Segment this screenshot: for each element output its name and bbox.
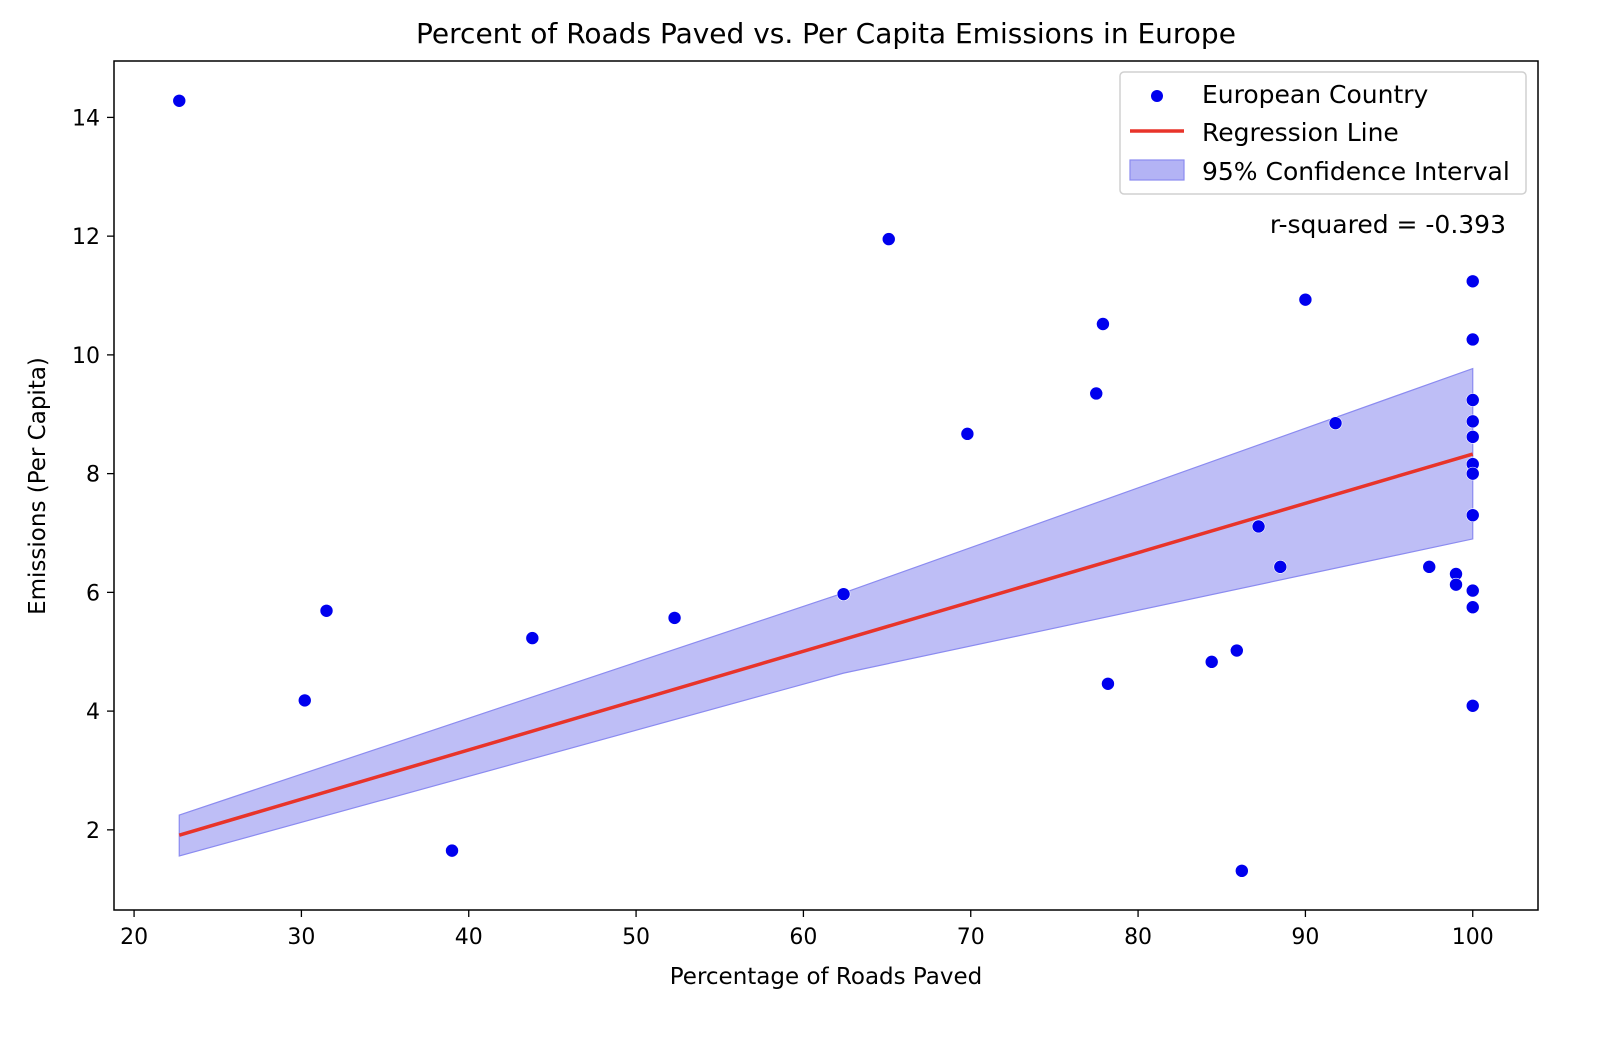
- legend-box: [1119, 71, 1527, 195]
- y-tick-label-2: 2: [86, 819, 100, 844]
- y-tick-label-14: 14: [72, 106, 100, 131]
- data-point-16: [1251, 519, 1266, 534]
- data-point-17: [1273, 560, 1288, 574]
- data-point-12: [1101, 676, 1115, 691]
- data-point-18: [1298, 292, 1313, 307]
- legend: European Country Regression Line 95% Con…: [1119, 71, 1527, 195]
- legend-label-regression: Regression Line: [1202, 118, 1399, 147]
- data-point-11: [1096, 317, 1110, 331]
- x-tick-label-40: 40: [455, 925, 483, 950]
- data-point-23: [1465, 274, 1480, 289]
- x-tick-label-20: 20: [120, 925, 148, 950]
- data-point-22: [1449, 577, 1463, 592]
- data-point-33: [1465, 698, 1480, 713]
- scatter-points-layer: [172, 93, 1480, 878]
- legend-label-country: European Country: [1202, 80, 1429, 109]
- x-tick-label-50: 50: [622, 925, 650, 950]
- data-point-3: [319, 603, 334, 618]
- x-axis-ticks: 20 30 40 50 60 70 80 90 100: [120, 910, 1494, 950]
- x-tick-label-70: 70: [957, 925, 985, 950]
- data-point-24: [1465, 332, 1480, 347]
- regression-line-layer: [178, 452, 1474, 837]
- data-point-19: [1328, 416, 1343, 430]
- data-point-10: [1089, 386, 1104, 401]
- data-point-29: [1465, 466, 1480, 481]
- data-point-31: [1465, 583, 1480, 598]
- legend-marker-point: [1151, 90, 1163, 102]
- data-point-13: [1204, 655, 1219, 669]
- y-axis-ticks: 2 4 6 8 10 12 14: [72, 106, 114, 844]
- legend-marker-band: [1129, 159, 1185, 181]
- data-point-5: [525, 631, 540, 645]
- data-point-8: [881, 232, 896, 246]
- x-tick-label-60: 60: [789, 925, 817, 950]
- data-point-7: [836, 587, 851, 601]
- y-axis-label: Emissions (Per Capita): [25, 357, 51, 615]
- data-point-26: [1465, 414, 1480, 429]
- data-point-32: [1465, 600, 1480, 615]
- data-point-6: [667, 611, 682, 625]
- y-tick-label-8: 8: [86, 463, 100, 488]
- chart-title: Percent of Roads Paved vs. Per Capita Em…: [416, 17, 1236, 50]
- data-point-25: [1465, 393, 1480, 407]
- y-tick-label-6: 6: [86, 581, 100, 606]
- y-tick-label-12: 12: [72, 225, 100, 250]
- x-axis-label: Percentage of Roads Paved: [670, 964, 982, 990]
- data-point-27: [1465, 430, 1480, 444]
- x-tick-label-30: 30: [287, 925, 315, 950]
- regression-line: [178, 452, 1474, 837]
- x-tick-label-80: 80: [1124, 925, 1152, 950]
- y-tick-label-10: 10: [72, 344, 100, 369]
- data-point-1: [172, 93, 187, 108]
- legend-label-band: 95% Confidence Interval: [1202, 157, 1510, 186]
- r-squared-annotation: r-squared = -0.393: [1270, 210, 1506, 239]
- data-point-2: [297, 693, 312, 708]
- x-tick-label-100: 100: [1452, 925, 1494, 950]
- data-point-15: [1235, 864, 1249, 878]
- data-point-20: [1422, 560, 1437, 574]
- data-point-9: [960, 427, 975, 441]
- plot-area-frame: [113, 60, 1539, 911]
- y-tick-label-4: 4: [86, 700, 100, 725]
- data-point-30: [1465, 508, 1480, 522]
- data-point-4: [445, 843, 459, 858]
- data-point-14: [1230, 643, 1244, 658]
- x-tick-label-90: 90: [1291, 925, 1319, 950]
